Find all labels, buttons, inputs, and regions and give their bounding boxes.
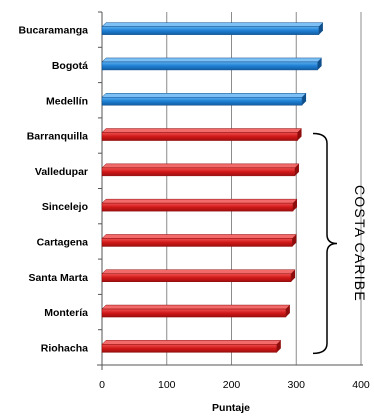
category-label: Montería: [44, 307, 88, 319]
bar-top-face: [101, 163, 300, 169]
x-tick-label: 100: [158, 379, 176, 391]
costa-caribe-bracket: COSTA CARIBE: [312, 132, 368, 355]
bar-bucaramanga: [101, 22, 324, 35]
bar-front-face: [101, 97, 303, 106]
category-label: Bucaramanga: [19, 25, 89, 37]
bar-top-face: [101, 304, 291, 310]
x-tick-label: 400: [352, 379, 370, 391]
category-label: Riohacha: [41, 342, 88, 354]
bar-bogot-: [101, 57, 323, 71]
bar-front-face: [101, 132, 298, 141]
bar-end-face: [294, 163, 299, 176]
bar-top-face: [101, 269, 296, 274]
x-axis-title: Puntaje: [212, 402, 250, 414]
bar-front-face: [101, 202, 294, 212]
category-label: Cartagena: [37, 236, 89, 248]
category-label: Sincelejo: [42, 201, 88, 213]
category-label: Medellín: [46, 95, 88, 107]
category-labels: Bucaramanga Bogotá Medellín Barranquilla Val…: [19, 25, 89, 355]
category-label: Santa Marta: [28, 272, 88, 284]
bar-end-face: [302, 93, 307, 106]
bar-riohacha: [101, 340, 282, 353]
bar-front-face: [101, 61, 318, 71]
bar-front-face: [101, 273, 292, 282]
bar-front-face: [101, 344, 278, 353]
bar-end-face: [291, 269, 296, 282]
bar-end-face: [276, 340, 281, 353]
bar-top-face: [101, 22, 324, 27]
category-label: Bogotá: [52, 60, 88, 72]
bar-end-face: [297, 128, 302, 141]
bar-front-face: [101, 238, 293, 247]
bar-top-face: [101, 198, 298, 204]
bar-end-face: [293, 199, 298, 212]
x-tick-label: 300: [287, 379, 305, 391]
bar-monter-a: [101, 304, 291, 318]
bar-front-face: [101, 167, 296, 177]
bar-front-face: [101, 308, 287, 318]
bars: [101, 22, 324, 353]
bar-barranquilla: [101, 128, 303, 141]
bar-end-face: [292, 234, 297, 247]
x-tick-label: 200: [223, 379, 241, 391]
curly-bracket: [312, 132, 338, 355]
bar-cartagena: [101, 234, 297, 247]
bar-top-face: [101, 128, 303, 133]
bar-end-face: [318, 22, 323, 35]
bar-front-face: [101, 26, 320, 35]
x-tick-labels: 0 100 200 300 400: [99, 379, 370, 391]
bar-end-face: [317, 57, 322, 70]
x-tick-label: 0: [99, 379, 105, 391]
category-label: Barranquilla: [27, 131, 88, 143]
category-label: Valledupar: [35, 166, 88, 178]
bar-top-face: [101, 57, 323, 63]
bar-valledupar: [101, 163, 300, 177]
bar-top-face: [101, 93, 307, 98]
bar-top-face: [101, 234, 297, 239]
bar-sincelejo: [101, 198, 298, 212]
bar-end-face: [285, 305, 290, 318]
bar-santa-marta: [101, 269, 296, 282]
bar-top-face: [101, 340, 282, 345]
bracket-label: COSTA CARIBE: [352, 185, 368, 302]
bar-medell-n: [101, 93, 307, 106]
